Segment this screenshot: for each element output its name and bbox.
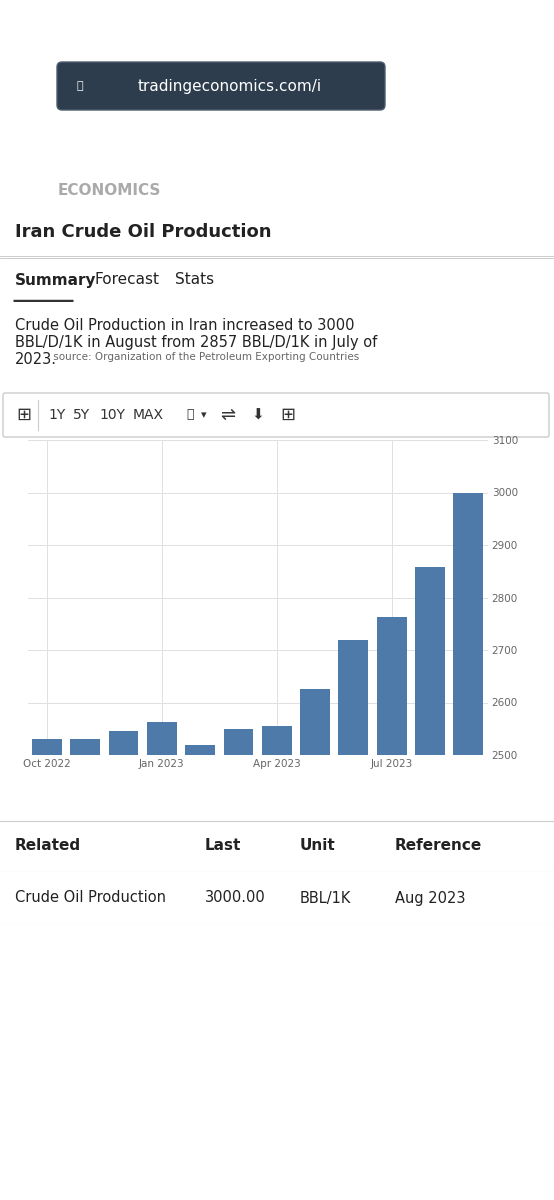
Text: Reference: Reference [395, 839, 482, 853]
Text: Aug 2023: Aug 2023 [395, 890, 465, 906]
Bar [338, 640, 368, 1200]
Text: tradingeconomics.com/i: tradingeconomics.com/i [138, 78, 322, 94]
Text: ⇌: ⇌ [220, 406, 235, 424]
Text: ⋮: ⋮ [483, 74, 507, 98]
Text: Forecast: Forecast [95, 272, 160, 288]
Text: TRADING: TRADING [58, 164, 136, 180]
Text: Crude Oil Production: Crude Oil Production [15, 890, 166, 906]
Text: Iran Crude Oil Production: Iran Crude Oil Production [15, 223, 271, 241]
Text: 1Y: 1Y [48, 408, 65, 422]
FancyBboxPatch shape [3, 394, 549, 437]
Text: 3000.00: 3000.00 [205, 890, 266, 906]
Text: Crude Oil Production in Iran increased to 3000: Crude Oil Production in Iran increased t… [15, 318, 355, 332]
Bar [185, 744, 215, 1200]
Text: 2023.: 2023. [15, 352, 57, 367]
FancyBboxPatch shape [218, 1168, 336, 1184]
Text: ✕: ✕ [35, 40, 54, 60]
Text: 5: 5 [438, 79, 448, 95]
Bar [147, 722, 177, 1200]
Text: ○: ○ [447, 174, 464, 192]
Text: ▾: ▾ [201, 410, 207, 420]
Text: 🔒: 🔒 [76, 80, 83, 91]
Text: Q: Q [407, 173, 423, 193]
Text: 10Y: 10Y [99, 408, 125, 422]
Text: 📶: 📶 [186, 408, 194, 421]
Text: BBL/1K: BBL/1K [300, 890, 351, 906]
Bar [32, 739, 62, 1200]
Text: ⬇: ⬇ [252, 408, 264, 422]
Text: Summary: Summary [15, 272, 96, 288]
Text: ⎙: ⎙ [399, 78, 411, 96]
Bar [109, 731, 138, 1200]
Text: Related: Related [15, 839, 81, 853]
Text: Last: Last [205, 839, 242, 853]
Bar [415, 568, 445, 1200]
Text: ↑: ↑ [20, 78, 35, 96]
Text: 5Y: 5Y [74, 408, 90, 422]
Bar [70, 739, 100, 1200]
FancyBboxPatch shape [57, 62, 385, 110]
Bar [453, 492, 483, 1200]
Bar [425, 70, 461, 103]
Bar [300, 689, 330, 1200]
Bar [377, 618, 407, 1200]
Bar [262, 726, 292, 1200]
Bar [223, 728, 253, 1200]
Text: ECONOMICS: ECONOMICS [58, 182, 161, 198]
Text: MAX: MAX [132, 408, 163, 422]
Text: Stats: Stats [175, 272, 214, 288]
Text: BBL/D/1K in August from 2857 BBL/D/1K in July of: BBL/D/1K in August from 2857 BBL/D/1K in… [15, 335, 377, 350]
Text: ⊞: ⊞ [280, 406, 296, 424]
Text: ⊞: ⊞ [17, 406, 32, 424]
Text: Unit: Unit [300, 839, 336, 853]
Text: source: Organization of the Petroleum Exporting Countries: source: Organization of the Petroleum Ex… [50, 352, 359, 362]
